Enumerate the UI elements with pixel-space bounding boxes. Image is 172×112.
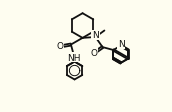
Text: N: N — [118, 39, 125, 48]
Text: N: N — [92, 31, 99, 40]
Text: NH: NH — [67, 53, 81, 62]
Text: O: O — [56, 41, 63, 50]
Text: O: O — [90, 49, 97, 58]
